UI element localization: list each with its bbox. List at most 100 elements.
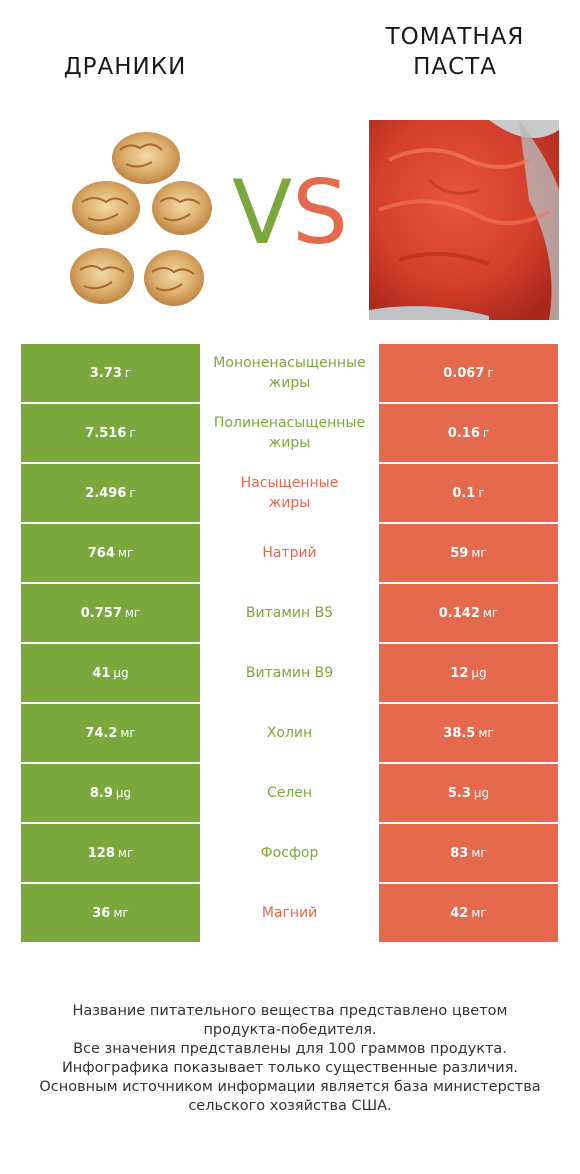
left-value: 0.757 [80, 605, 122, 621]
right-value-cell: 0.142 мг [379, 584, 558, 642]
table-row: 3.73 г Мононенасыщенные жиры 0.067 г [21, 344, 558, 402]
left-value: 2.496 [85, 485, 127, 501]
left-unit: мг [117, 846, 134, 860]
right-value: 0.142 [438, 605, 480, 621]
right-value: 0.067 [443, 365, 485, 381]
footnote-line: Название питательного вещества представл… [72, 1003, 508, 1019]
right-unit: мг [471, 846, 487, 860]
left-value: 764 [87, 545, 115, 561]
nutrient-name: Мононенасыщенные жиры [213, 355, 366, 391]
right-unit: г [482, 426, 490, 440]
right-product-title: ТОМАТНАЯ ПАСТА [350, 22, 560, 82]
left-unit: г [129, 426, 136, 440]
right-product-name-line1: ТОМАТНАЯ [385, 24, 525, 50]
tomato-paste-image [369, 120, 559, 320]
left-value: 74.2 [85, 725, 118, 741]
pancake-right [152, 181, 212, 235]
right-unit: µg [473, 786, 490, 800]
left-value: 36 [92, 905, 111, 921]
right-value: 38.5 [443, 725, 476, 741]
nutrient-name: Магний [261, 905, 318, 921]
table-row: 36 мг Магний 42 мг [21, 884, 558, 942]
pancake-bottom-left [70, 248, 134, 304]
table-row: 74.2 мг Холин 38.5 мг [21, 704, 558, 762]
left-unit: µg [113, 666, 129, 680]
right-value: 42 [450, 905, 469, 921]
nutrient-name: Насыщенные жиры [240, 475, 339, 511]
right-unit: мг [482, 606, 499, 620]
vs-letter-s: S [292, 161, 349, 264]
left-value: 7.516 [85, 425, 127, 441]
table-row: 0.757 мг Витамин B5 0.142 мг [21, 584, 558, 642]
left-value-cell: 764 мг [21, 524, 200, 582]
right-value-cell: 0.1 г [379, 464, 558, 522]
left-value-cell: 74.2 мг [21, 704, 200, 762]
right-value-cell: 59 мг [379, 524, 558, 582]
right-value: 83 [450, 845, 469, 861]
right-value: 12 [450, 665, 469, 681]
right-value-cell: 0.067 г [379, 344, 558, 402]
nutrient-name: Витамин B5 [245, 605, 334, 621]
comparison-table: 3.73 г Мононенасыщенные жиры 0.067 г 7.516 г По… [21, 344, 558, 944]
left-value-cell: 8.9 µg [21, 764, 200, 822]
left-value-cell: 7.516 г [21, 404, 200, 462]
vs-letter-v: V [231, 161, 293, 264]
table-row: 2.496 г Насыщенные жиры 0.1 г [21, 464, 558, 522]
right-unit: мг [478, 726, 494, 740]
left-value: 41 [92, 665, 111, 681]
right-value-cell: 42 мг [379, 884, 558, 942]
left-unit: мг [124, 606, 141, 620]
footnote-line: Все значения представлены для 100 граммо… [73, 1041, 507, 1057]
draniki-image [62, 120, 222, 320]
left-unit: µg [115, 786, 132, 800]
left-value-cell: 0.757 мг [21, 584, 200, 642]
pancake-bottom-right [144, 250, 204, 306]
left-value-cell: 41 µg [21, 644, 200, 702]
footnote-line: Основным источником информации является … [39, 1079, 541, 1095]
footnote: Название питательного вещества представл… [20, 1002, 560, 1116]
table-row: 7.516 г Полиненасыщенные жиры 0.16 г [21, 404, 558, 462]
right-unit: мг [471, 546, 487, 560]
nutrient-name: Фосфор [260, 845, 319, 861]
left-product-title: ДРАНИКИ [20, 52, 230, 82]
right-product-name-line2: ПАСТА [413, 54, 497, 80]
nutrient-name: Полиненасыщенные жиры [213, 415, 366, 451]
right-value: 0.1 [452, 485, 476, 501]
right-value-cell: 83 мг [379, 824, 558, 882]
left-value: 128 [87, 845, 115, 861]
nutrient-name: Натрий [262, 545, 317, 561]
table-row: 764 мг Натрий 59 мг [21, 524, 558, 582]
left-unit: г [129, 486, 136, 500]
left-product-name: ДРАНИКИ [63, 54, 187, 80]
left-value-cell: 36 мг [21, 884, 200, 942]
footnote-line: Инфографика показывает только существенн… [61, 1060, 519, 1076]
right-unit: г [487, 366, 494, 380]
left-value: 3.73 [89, 365, 122, 381]
left-value: 8.9 [89, 785, 113, 801]
right-unit: µg [471, 666, 487, 680]
left-unit: мг [120, 726, 136, 740]
table-row: 8.9 µg Селен 5.3 µg [21, 764, 558, 822]
right-unit: мг [471, 906, 487, 920]
right-value-cell: 38.5 мг [379, 704, 558, 762]
nutrient-name: Холин [266, 725, 313, 741]
footnote-line: сельского хозяйства США. [188, 1098, 392, 1114]
right-value-cell: 0.16 г [379, 404, 558, 462]
right-value: 0.16 [447, 425, 480, 441]
left-value-cell: 128 мг [21, 824, 200, 882]
pancake-top [112, 132, 180, 184]
nutrient-name: Селен [266, 785, 313, 801]
right-value-cell: 12 µg [379, 644, 558, 702]
pancake-left [72, 181, 140, 235]
left-unit: мг [117, 546, 134, 560]
vs-label: VS [222, 158, 358, 268]
nutrient-name: Витамин B9 [245, 665, 334, 681]
left-unit: мг [113, 906, 129, 920]
left-value-cell: 3.73 г [21, 344, 200, 402]
right-value: 5.3 [447, 785, 471, 801]
footnote-line: продукта-победителя. [203, 1022, 377, 1038]
left-unit: г [124, 366, 132, 380]
right-unit: г [478, 486, 485, 500]
left-value-cell: 2.496 г [21, 464, 200, 522]
right-value-cell: 5.3 µg [379, 764, 558, 822]
